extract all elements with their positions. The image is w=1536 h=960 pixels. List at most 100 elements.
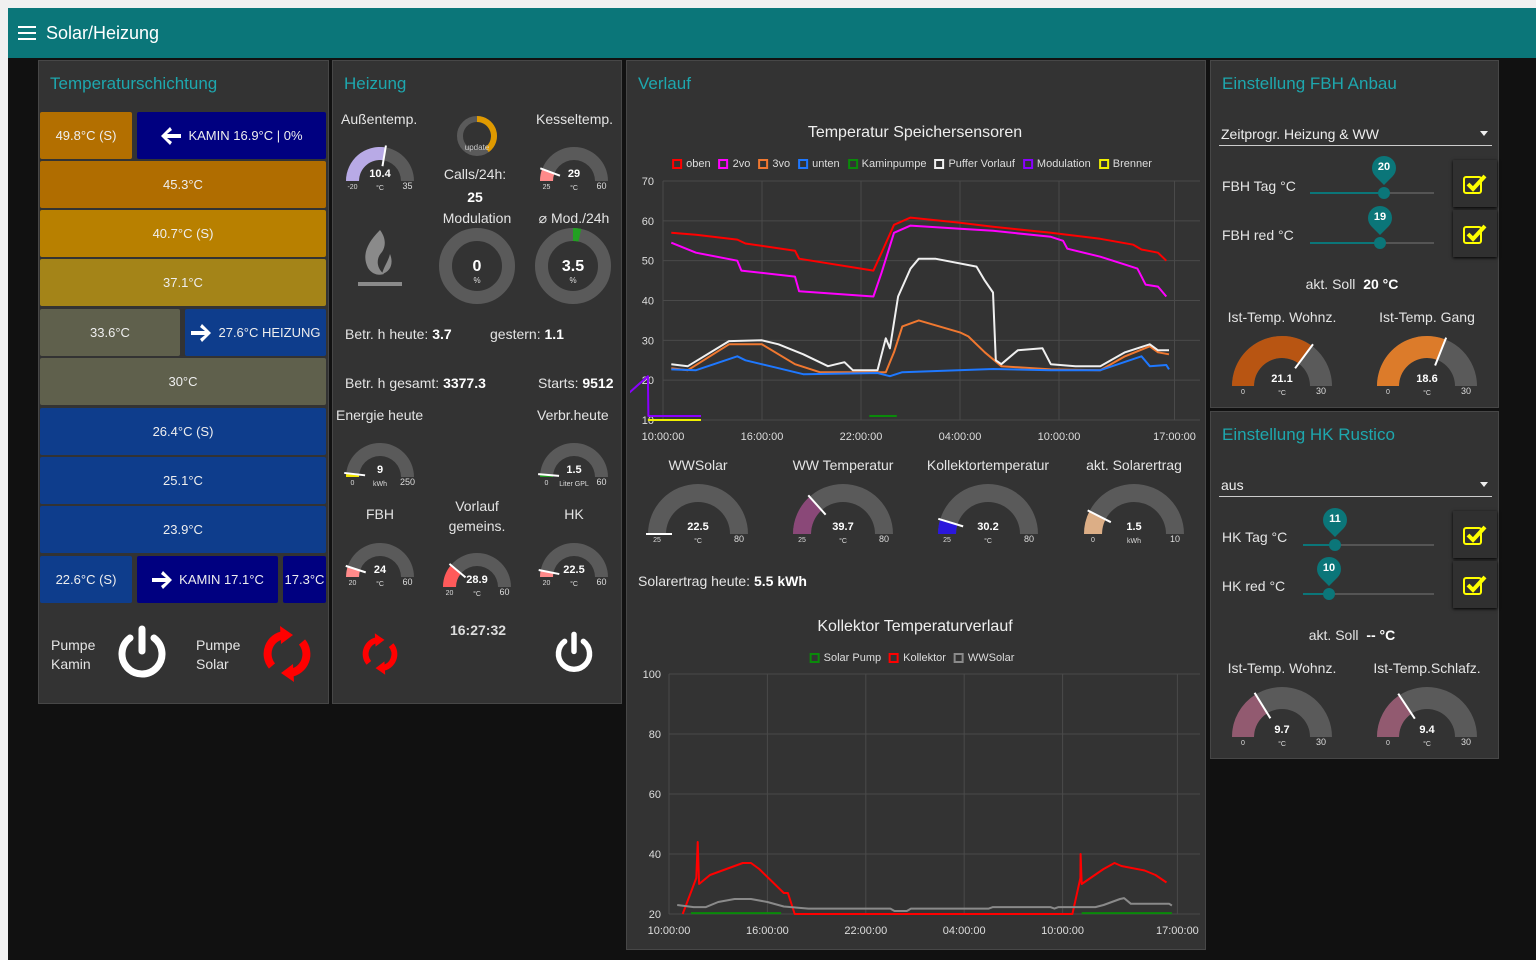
fbh-mode-dropdown[interactable]: Zeitprogr. Heizung & WW	[1219, 122, 1492, 146]
gauge-needle	[1397, 693, 1416, 720]
gestern-value: 1.1	[544, 326, 564, 342]
fbh-red-slider[interactable]: 19	[1310, 201, 1434, 249]
checkbox-checked-icon	[1463, 575, 1487, 595]
hamburger-icon[interactable]	[18, 26, 36, 40]
legend-item[interactable]: Solar Pump	[809, 652, 881, 664]
solarertrag-label: akt. Solarertrag	[1086, 457, 1182, 473]
x-tick-label: 17:00:00	[1153, 431, 1196, 443]
panel-title: Heizung	[344, 74, 407, 93]
legend-item[interactable]: 2vo	[718, 158, 750, 170]
y-tick-label: 100	[643, 669, 661, 681]
gauge-unit: °C	[1423, 389, 1431, 397]
kamin-temp-cell: 17.3°C	[283, 556, 326, 603]
gauge-max: 10	[1170, 534, 1180, 544]
y-tick-label: 50	[642, 256, 654, 268]
slider-thumb[interactable]	[1378, 187, 1390, 199]
legend-item[interactable]: Brenner	[1098, 158, 1152, 170]
checkbox-checked-icon	[1463, 224, 1487, 244]
soll-label: akt. Soll	[1305, 276, 1356, 292]
slider-thumb[interactable]	[1374, 237, 1386, 249]
series-line-modulation	[630, 375, 701, 417]
legend-item[interactable]: unten	[798, 158, 840, 170]
layer-label: 49.8°C (S)	[55, 128, 117, 143]
x-tick-label: 22:00:00	[844, 925, 887, 937]
gauge-value: 1.5	[566, 464, 581, 476]
pumpe-kamin-label: Pumpe Kamin	[51, 637, 96, 672]
calls-value: 25	[467, 189, 483, 205]
window-left-edge	[0, 0, 8, 960]
gauge-value: 22.5	[687, 521, 708, 533]
legend-item[interactable]: WWSolar	[953, 652, 1015, 664]
x-tick-label: 22:00:00	[840, 431, 883, 443]
gauge-fill	[1377, 336, 1446, 386]
update-label[interactable]: update	[464, 143, 490, 152]
legend-swatch	[758, 159, 769, 169]
update-ring[interactable]	[457, 116, 497, 161]
gauge-min: 20	[446, 590, 454, 597]
series-line-kollektor	[681, 841, 1168, 915]
gauge-max: 80	[734, 534, 744, 544]
gauge-max: 60	[596, 181, 606, 191]
fbh-tag-checkbox[interactable]	[1453, 160, 1497, 207]
panel-heizung: Heizung	[332, 60, 622, 704]
fbh-tag-slider[interactable]: 20	[1310, 151, 1434, 199]
fbh-wohnz-label: Ist-Temp. Wohnz.	[1227, 309, 1337, 325]
gauge-needle	[538, 473, 560, 477]
layer-label: 26.4°C (S)	[152, 424, 214, 439]
gauge-max: 60	[596, 577, 606, 587]
legend-label: Brenner	[1112, 158, 1152, 170]
checkbox-checked-icon	[1463, 525, 1487, 545]
layer-label: 30°C	[168, 374, 198, 389]
slider-thumb[interactable]	[1323, 588, 1335, 600]
hk-red-slider[interactable]: 10	[1303, 552, 1434, 600]
clock-time: 16:27:32	[449, 622, 507, 638]
gauge-max: 35	[402, 181, 412, 191]
y-tick-label: 20	[649, 909, 661, 921]
gauge-needle	[345, 564, 367, 574]
gauge-max: 80	[879, 534, 889, 544]
fbh-mode-value: Zeitprogr. Heizung & WW	[1221, 125, 1379, 142]
legend-label: Kollektor	[903, 652, 946, 664]
panel-title: Einstellung HK Rustico	[1222, 425, 1395, 444]
soll-label: akt. Soll	[1308, 627, 1359, 643]
legend-label: WWSolar	[967, 652, 1015, 664]
legend-item[interactable]: Kollektor	[889, 652, 946, 664]
power-icon[interactable]	[115, 625, 169, 681]
gauge-value: 21.1	[1271, 373, 1292, 385]
panel-title: Temperaturschichtung	[50, 74, 218, 93]
gauge-needle	[1294, 343, 1314, 369]
gauge-unit: °C	[984, 537, 992, 545]
hk-mode-dropdown[interactable]: aus	[1219, 473, 1492, 497]
donut-value: 3.5	[562, 258, 584, 275]
gauge-unit: kWh	[1127, 538, 1141, 545]
y-tick-label: 10	[642, 415, 654, 427]
slider-thumb[interactable]	[1329, 539, 1341, 551]
solarertrag-gauge: 1.5 kWh 0 10	[1074, 482, 1194, 559]
y-tick-label: 80	[649, 729, 661, 741]
hk-red-checkbox[interactable]	[1453, 561, 1497, 608]
gauge-track	[648, 484, 748, 534]
panel-title: Einstellung FBH Anbau	[1222, 74, 1397, 93]
gauge-fill	[540, 169, 555, 181]
power-icon[interactable]	[553, 631, 595, 675]
gauge-unit: °C	[376, 184, 384, 192]
refresh-icon[interactable]	[260, 624, 314, 684]
legend-item[interactable]: Kaminpumpe	[847, 158, 926, 170]
gauge-value: 29	[568, 168, 580, 180]
legend-item[interactable]: Modulation	[1022, 158, 1091, 170]
legend-swatch	[953, 653, 964, 663]
legend-swatch	[798, 159, 809, 169]
legend-label: 3vo	[772, 158, 791, 170]
hk-tag-checkbox[interactable]	[1453, 511, 1497, 558]
hk-tag-slider[interactable]: 11	[1303, 503, 1434, 551]
fbh-red-checkbox[interactable]	[1453, 210, 1497, 257]
legend-label: Modulation	[1036, 158, 1091, 170]
refresh-icon[interactable]	[360, 631, 400, 677]
gauge-fill	[1232, 694, 1268, 737]
legend-item[interactable]: oben	[672, 158, 711, 170]
legend-item[interactable]: 3vo	[758, 158, 790, 170]
legend-item[interactable]: Puffer Vorlauf	[934, 158, 1015, 170]
gauge-value: 9	[377, 464, 383, 476]
solarertrag-heute-value: 5.5 kWh	[753, 573, 807, 589]
